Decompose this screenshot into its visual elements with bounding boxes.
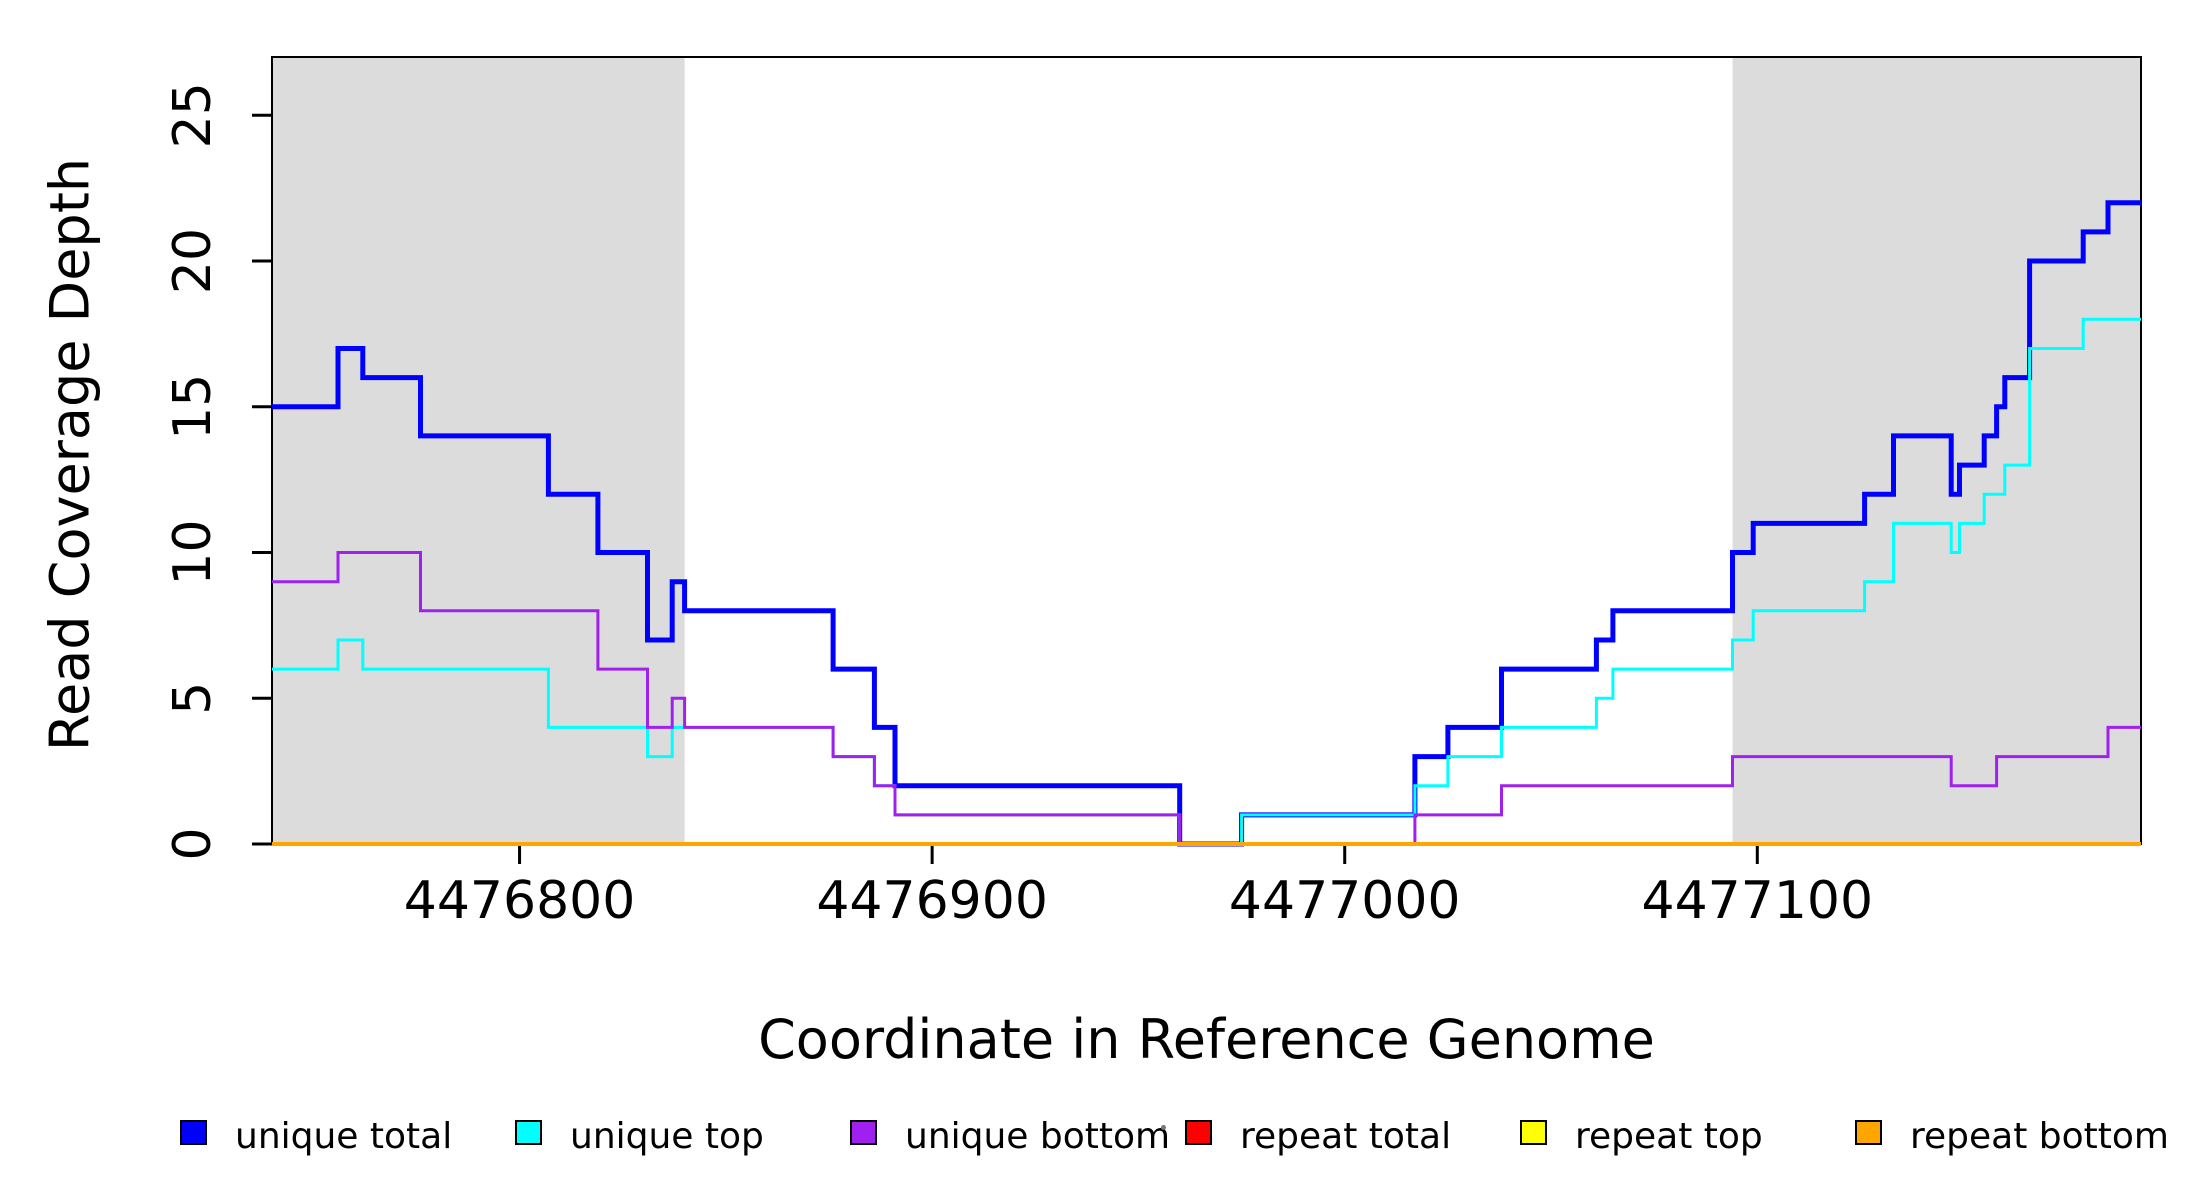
y-axis-title: Read Coverage Depth — [38, 157, 102, 752]
y-tick-label: 5 — [163, 682, 223, 715]
series-unique-top — [272, 317, 2141, 846]
y-tick-label: 10 — [163, 519, 223, 585]
y-tick-label: 20 — [163, 228, 223, 294]
stray-dot — [1161, 1125, 1166, 1130]
y-tick-label: 0 — [163, 827, 223, 860]
x-tick-label: 4476900 — [816, 871, 1048, 931]
legend-swatch-repeat-top — [1520, 1120, 1547, 1145]
legend-swatch-unique-top — [515, 1120, 542, 1145]
legend-swatch-unique-bottom — [850, 1120, 877, 1145]
legend-swatch-unique-total — [180, 1120, 207, 1145]
x-tick-label: 4476800 — [404, 871, 636, 931]
legend-label: unique top — [570, 1116, 764, 1157]
legend-label: repeat total — [1240, 1116, 1452, 1157]
repeat-region-right — [1732, 57, 2141, 844]
y-tick-label: 25 — [163, 82, 223, 148]
legend-swatch-repeat-bottom — [1855, 1120, 1882, 1145]
series-unique-total — [272, 200, 2141, 847]
x-axis-title: Coordinate in Reference Genome — [758, 1008, 1655, 1071]
legend-label: repeat top — [1575, 1116, 1763, 1157]
y-tick-label: 15 — [163, 374, 223, 440]
x-tick-label: 4477000 — [1229, 871, 1461, 931]
legend-swatch-repeat-total — [1185, 1120, 1212, 1145]
legend-label: repeat bottom — [1910, 1116, 2169, 1157]
repeat-region-left — [272, 57, 685, 844]
legend-label: unique bottom — [905, 1116, 1171, 1157]
legend-label: unique total — [235, 1116, 453, 1157]
series-unique-bottom — [272, 551, 2141, 846]
x-tick-label: 4477100 — [1642, 871, 1874, 931]
